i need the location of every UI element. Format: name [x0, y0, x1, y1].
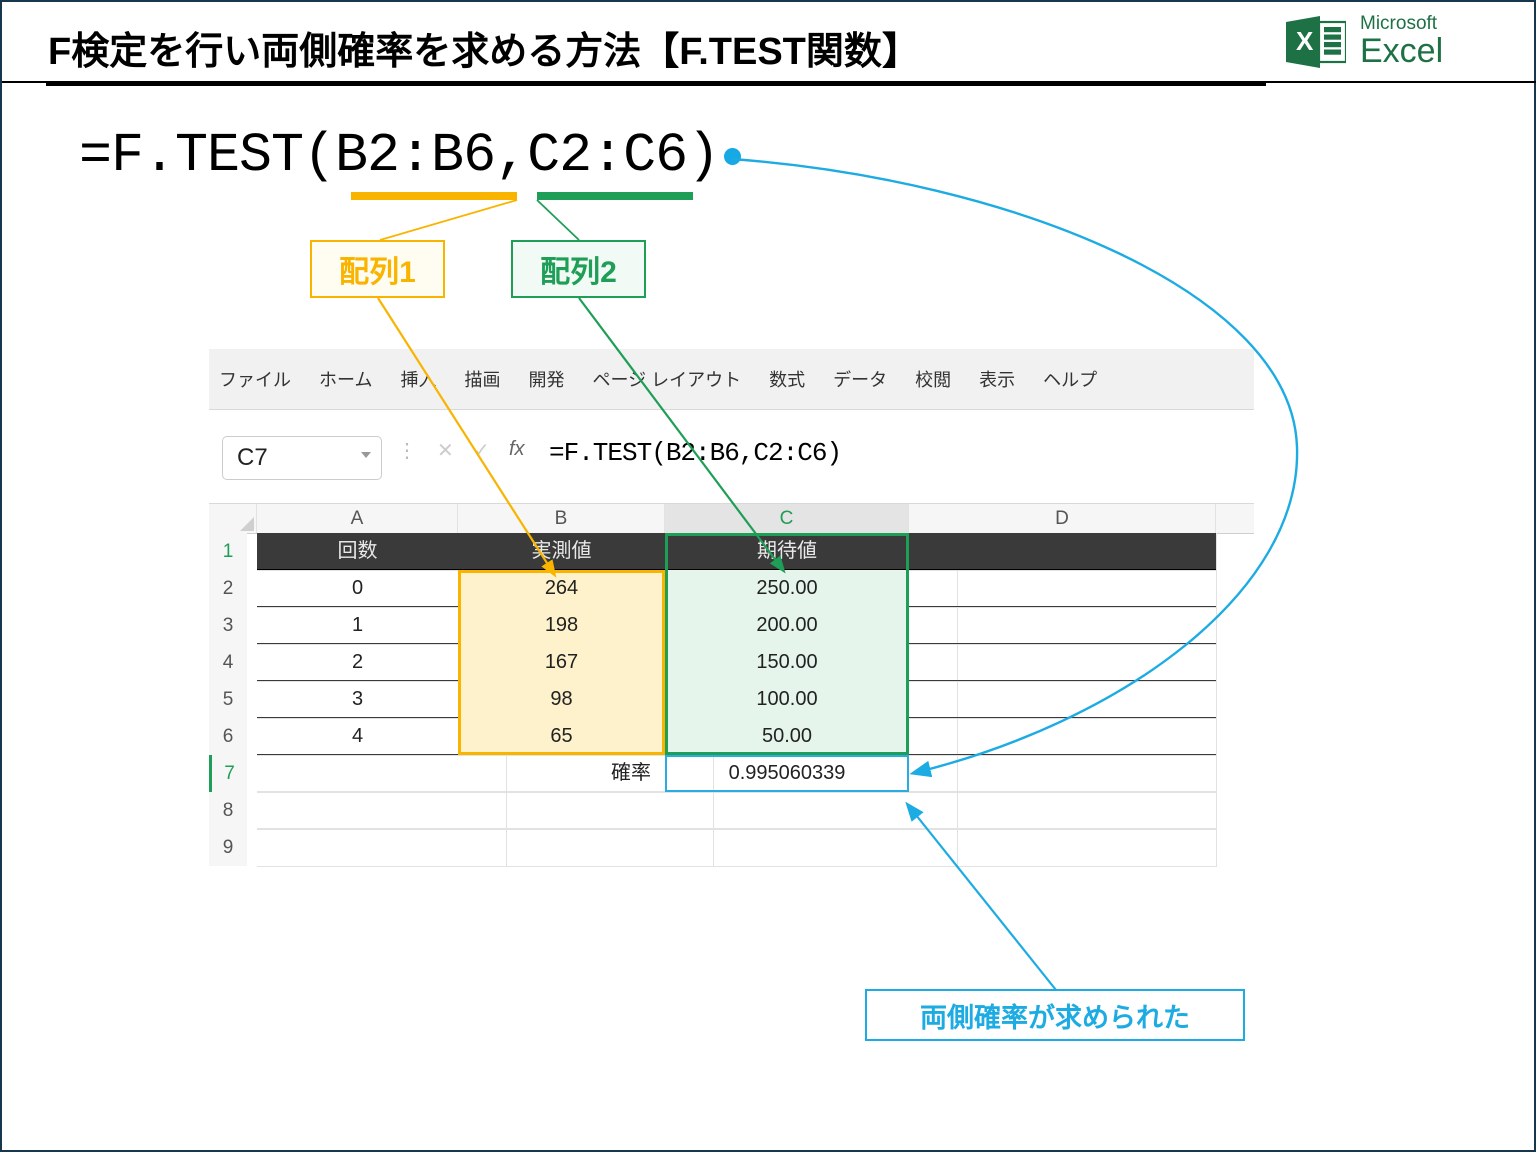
svg-text:X: X [1296, 26, 1314, 56]
